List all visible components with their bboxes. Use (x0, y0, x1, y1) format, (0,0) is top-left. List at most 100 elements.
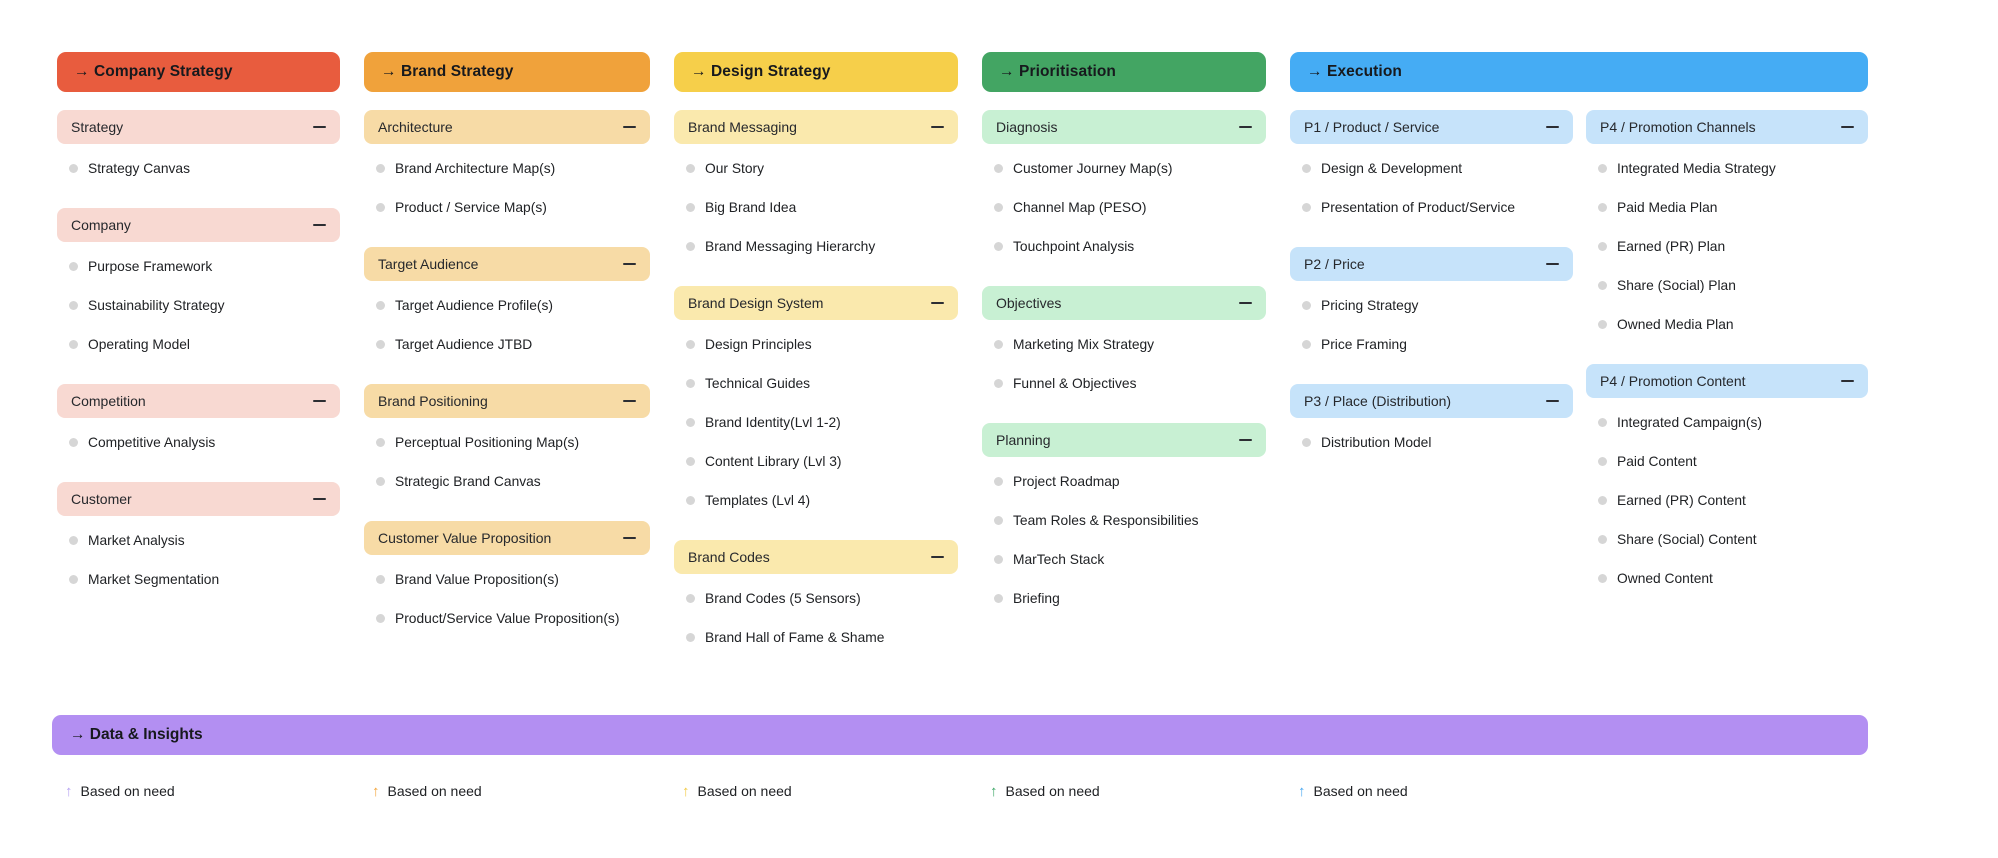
collapse-minus-icon[interactable] (1546, 125, 1559, 129)
list-item[interactable]: Share (Social) Content (1586, 520, 1868, 559)
group-header-customer-value-proposition[interactable]: Customer Value Proposition (364, 521, 650, 555)
collapse-minus-icon[interactable] (623, 262, 636, 266)
list-item[interactable]: Perceptual Positioning Map(s) (364, 423, 650, 462)
list-item[interactable]: Earned (PR) Content (1586, 481, 1868, 520)
list-item[interactable]: Target Audience JTBD (364, 325, 650, 364)
bullet-icon (1598, 164, 1607, 173)
list-item[interactable]: Integrated Media Strategy (1586, 149, 1868, 188)
group-header-competition[interactable]: Competition (57, 384, 340, 418)
list-item[interactable]: Project Roadmap (982, 462, 1266, 501)
group-header-p1-product-service[interactable]: P1 / Product / Service (1290, 110, 1573, 144)
list-item[interactable]: Price Framing (1290, 325, 1573, 364)
group-header-brand-design-system[interactable]: Brand Design System (674, 286, 958, 320)
list-item[interactable]: Operating Model (57, 325, 340, 364)
list-item[interactable]: Technical Guides (674, 364, 958, 403)
list-item[interactable]: Templates (Lvl 4) (674, 481, 958, 520)
collapse-minus-icon[interactable] (313, 223, 326, 227)
group-header-objectives[interactable]: Objectives (982, 286, 1266, 320)
list-item[interactable]: Brand Value Proposition(s) (364, 560, 650, 599)
list-item[interactable]: Owned Media Plan (1586, 305, 1868, 344)
list-item[interactable]: Our Story (674, 149, 958, 188)
item-list: Brand Architecture Map(s) Product / Servi… (364, 144, 650, 227)
list-item[interactable]: Share (Social) Plan (1586, 266, 1868, 305)
list-item[interactable]: Brand Hall of Fame & Shame (674, 618, 958, 657)
collapse-minus-icon[interactable] (1239, 438, 1252, 442)
column-header-brand-strategy[interactable]: → Brand Strategy (364, 52, 650, 92)
list-item[interactable]: Strategy Canvas (57, 149, 340, 188)
collapse-minus-icon[interactable] (623, 536, 636, 540)
group-header-diagnosis[interactable]: Diagnosis (982, 110, 1266, 144)
list-item[interactable]: Market Analysis (57, 521, 340, 560)
collapse-minus-icon[interactable] (623, 399, 636, 403)
collapse-minus-icon[interactable] (1546, 262, 1559, 266)
collapse-minus-icon[interactable] (1546, 399, 1559, 403)
collapse-minus-icon[interactable] (931, 125, 944, 129)
up-arrow-icon: ↑ (372, 782, 380, 800)
list-item[interactable]: Pricing Strategy (1290, 286, 1573, 325)
list-item[interactable]: Integrated Campaign(s) (1586, 403, 1868, 442)
list-item[interactable]: Briefing (982, 579, 1266, 618)
column-header-prioritisation[interactable]: → Prioritisation (982, 52, 1266, 92)
collapse-minus-icon[interactable] (931, 555, 944, 559)
group-header-brand-positioning[interactable]: Brand Positioning (364, 384, 650, 418)
list-item[interactable]: Customer Journey Map(s) (982, 149, 1266, 188)
item-label: Perceptual Positioning Map(s) (395, 435, 580, 450)
list-item[interactable]: Competitive Analysis (57, 423, 340, 462)
list-item[interactable]: Sustainability Strategy (57, 286, 340, 325)
list-item[interactable]: Earned (PR) Plan (1586, 227, 1868, 266)
list-item[interactable]: Marketing Mix Strategy (982, 325, 1266, 364)
collapse-minus-icon[interactable] (1841, 125, 1854, 129)
list-item[interactable]: Brand Identity(Lvl 1-2) (674, 403, 958, 442)
collapse-minus-icon[interactable] (313, 399, 326, 403)
list-item[interactable]: Brand Architecture Map(s) (364, 149, 650, 188)
list-item[interactable]: Paid Content (1586, 442, 1868, 481)
column-header-company-strategy[interactable]: → Company Strategy (57, 52, 340, 92)
collapse-minus-icon[interactable] (1841, 379, 1854, 383)
collapse-minus-icon[interactable] (1239, 125, 1252, 129)
list-item[interactable]: Channel Map (PESO) (982, 188, 1266, 227)
list-item[interactable]: Product/Service Value Proposition(s) (364, 599, 650, 638)
group-header-p3-place-distribution[interactable]: P3 / Place (Distribution) (1290, 384, 1573, 418)
group-header-target-audience[interactable]: Target Audience (364, 247, 650, 281)
group-header-brand-codes[interactable]: Brand Codes (674, 540, 958, 574)
list-item[interactable]: Purpose Framework (57, 247, 340, 286)
group-header-architecture[interactable]: Architecture (364, 110, 650, 144)
group-header-p4-promotion-channels[interactable]: P4 / Promotion Channels (1586, 110, 1868, 144)
list-item[interactable]: Touchpoint Analysis (982, 227, 1266, 266)
list-item[interactable]: Design Principles (674, 325, 958, 364)
group-header-company[interactable]: Company (57, 208, 340, 242)
list-item[interactable]: Funnel & Objectives (982, 364, 1266, 403)
list-item[interactable]: Strategic Brand Canvas (364, 462, 650, 501)
list-item[interactable]: Brand Codes (5 Sensors) (674, 579, 958, 618)
list-item[interactable]: MarTech Stack (982, 540, 1266, 579)
data-insights-bar[interactable]: → Data & Insights (52, 715, 1868, 755)
list-item[interactable]: Market Segmentation (57, 560, 340, 599)
list-item[interactable]: Owned Content (1586, 559, 1868, 598)
collapse-minus-icon[interactable] (931, 301, 944, 305)
column-header-execution[interactable]: → Execution (1290, 52, 1868, 92)
list-item[interactable]: Target Audience Profile(s) (364, 286, 650, 325)
collapse-minus-icon[interactable] (1239, 301, 1252, 305)
list-item[interactable]: Paid Media Plan (1586, 188, 1868, 227)
list-item[interactable]: Team Roles & Responsibilities (982, 501, 1266, 540)
bullet-icon (69, 301, 78, 310)
group-header-planning[interactable]: Planning (982, 423, 1266, 457)
list-item[interactable]: Design & Development (1290, 149, 1573, 188)
collapse-minus-icon[interactable] (313, 497, 326, 501)
column-header-design-strategy[interactable]: → Design Strategy (674, 52, 958, 92)
collapse-minus-icon[interactable] (313, 125, 326, 129)
list-item[interactable]: Brand Messaging Hierarchy (674, 227, 958, 266)
group-label: P4 / Promotion Content (1600, 373, 1746, 389)
group-header-customer[interactable]: Customer (57, 482, 340, 516)
group-header-p4-promotion-content[interactable]: P4 / Promotion Content (1586, 364, 1868, 398)
list-item[interactable]: Big Brand Idea (674, 188, 958, 227)
list-item[interactable]: Content Library (Lvl 3) (674, 442, 958, 481)
group-header-brand-messaging[interactable]: Brand Messaging (674, 110, 958, 144)
group-header-p2-price[interactable]: P2 / Price (1290, 247, 1573, 281)
list-item[interactable]: Presentation of Product/Service (1290, 188, 1573, 227)
item-label: Owned Content (1617, 571, 1713, 586)
list-item[interactable]: Product / Service Map(s) (364, 188, 650, 227)
list-item[interactable]: Distribution Model (1290, 423, 1573, 462)
group-header-strategy[interactable]: Strategy (57, 110, 340, 144)
collapse-minus-icon[interactable] (623, 125, 636, 129)
